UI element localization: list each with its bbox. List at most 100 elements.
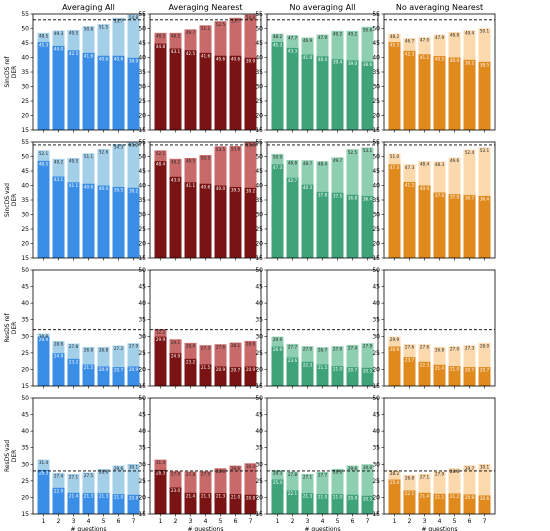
y-tick-label: 20 — [138, 241, 146, 248]
bar-bottom — [478, 61, 491, 130]
bar-top-label: 27.6 — [405, 345, 415, 350]
bar-bottom — [346, 60, 359, 130]
bar-bottom-label: 20.7 — [348, 368, 358, 373]
bar-bottom — [403, 490, 416, 514]
bar-top-label: 53.7 — [231, 18, 241, 23]
bar-top-label: 27.9 — [435, 472, 445, 477]
bar-top-label: 47.0 — [420, 38, 430, 43]
bar-bottom — [418, 185, 431, 258]
bar-bottom — [433, 56, 446, 130]
y-tick-label: 15 — [21, 255, 29, 262]
bar-bottom — [244, 57, 257, 130]
y-tick-label: 30 — [21, 212, 29, 219]
bar-bottom-label: 44.8 — [156, 44, 166, 49]
panel: 48.2 45.3 46.7 42.3 47.0 41.1 47.9 40.5 48.8 40.0… — [372, 11, 496, 134]
bar-top-label: 49.5 — [69, 158, 79, 163]
bar-top-label: 51.0 — [390, 154, 400, 159]
bar-top-label: 49.7 — [186, 30, 196, 35]
bar-bottom-label: 40.6 — [114, 56, 124, 61]
bar-bottom-label: 25.4 — [273, 480, 283, 485]
bar-bottom — [418, 54, 431, 131]
y-tick-label: 25 — [372, 226, 380, 233]
y-tick-label: 55 — [21, 11, 29, 18]
bar-bottom-label: 41.6 — [201, 53, 211, 58]
bar-bottom-label: 39.9 — [129, 58, 139, 63]
y-tick-label: 20 — [21, 241, 29, 248]
bar-top-label: 54.8 — [246, 15, 256, 20]
y-tick-label: 35 — [138, 317, 146, 324]
y-tick-label: 15 — [21, 383, 29, 390]
bar-top-label: 29.9 — [390, 337, 400, 342]
bar-bottom-label: 21.1 — [435, 494, 445, 499]
bar-bottom-label: 20.9 — [216, 367, 226, 372]
bar-bottom — [127, 494, 140, 514]
bar-bottom-label: 22.9 — [54, 488, 64, 493]
panel: 28.3 25.4 27.8 22.1 27.1 21.3 27.7 21.0 28.6 21.0… — [255, 395, 379, 531]
bar-bottom — [403, 357, 416, 386]
bar-top-label: 28.6 — [333, 469, 343, 474]
x-tick-label: 3 — [423, 518, 427, 525]
bar-bottom — [244, 366, 257, 386]
x-tick-label: 2 — [291, 518, 295, 525]
y-tick-label: 45 — [372, 412, 380, 419]
bar-bottom-label: 36.7 — [465, 196, 475, 201]
bar-top-label: 27.9 — [201, 472, 211, 477]
bar-top-label: 28.6 — [99, 469, 109, 474]
panel: 50.9 47.3 48.8 42.7 48.7 40.3 48.4 37.8 49.7 37.5… — [255, 139, 379, 262]
bar-bottom-label: 21.0 — [333, 367, 343, 372]
x-tick-label: 6 — [351, 518, 355, 525]
bar-bottom-label: 29.9 — [39, 337, 49, 342]
bar-top-label: 27.7 — [318, 472, 328, 477]
bar-bottom — [127, 187, 140, 258]
bar-bottom — [301, 493, 314, 514]
bar-top-label: 27.1 — [69, 474, 79, 479]
bar-top-label: 53.5 — [216, 147, 226, 152]
bar-bottom-label: 24.9 — [171, 354, 181, 359]
bar-top-label: 27.1 — [420, 474, 430, 479]
bar-top-label: 52.4 — [465, 150, 475, 155]
y-tick-label: 25 — [372, 478, 380, 485]
bar-bottom-label: 41.1 — [186, 183, 196, 188]
y-axis-label: SincDS vad — [4, 183, 11, 217]
bar-bottom — [331, 59, 344, 130]
y-tick-label: 25 — [138, 98, 146, 105]
bar-bottom-label: 40.6 — [231, 56, 241, 61]
bar-bottom-label: 21.4 — [435, 365, 445, 370]
bar-bottom-label: 42.7 — [288, 178, 298, 183]
bar-bottom-label: 48.5 — [39, 161, 49, 166]
bar-bottom — [286, 47, 299, 130]
y-tick-label: 40 — [138, 300, 146, 307]
x-axis-label: # questions — [422, 526, 458, 531]
bar-top-label: 49.4 — [465, 31, 475, 36]
y-tick-label: 40 — [372, 428, 380, 435]
bar-bottom-label: 39.4 — [333, 60, 343, 65]
bar-top-label: 48.5 — [156, 33, 166, 38]
x-axis-label: # questions — [71, 526, 107, 531]
panel: 31.4 28.3 27.4 22.9 27.1 21.4 27.5 21.3 28.6 21.3… — [21, 395, 145, 531]
y-tick-label: 20 — [138, 113, 146, 120]
bar-bottom-label: 28.3 — [156, 470, 166, 475]
bar-bottom — [184, 358, 197, 386]
bar-bottom-label: 21.4 — [69, 493, 79, 498]
bar-top-label: 48.7 — [303, 161, 313, 166]
y-tick-label: 20 — [372, 494, 380, 501]
bar-bottom — [184, 182, 197, 258]
bar-bottom — [346, 494, 359, 514]
bar-bottom-label: 37.6 — [435, 193, 445, 198]
bar-top-label: 51.5 — [99, 25, 109, 30]
y-tick-label: 55 — [255, 139, 263, 146]
y-tick-label: 50 — [372, 154, 380, 161]
y-tick-label: 15 — [138, 127, 146, 134]
bar-top-label: 53.7 — [114, 18, 124, 23]
panel: 51.0 47.3 47.3 41.2 48.4 40.0 48.3 37.6 49.6 37.0… — [372, 139, 496, 262]
y-tick-label: 50 — [21, 395, 29, 402]
bar-bottom — [361, 195, 374, 258]
bar-bottom-label: 39.2 — [129, 188, 139, 193]
bar-bottom-label: 40.6 — [216, 56, 226, 61]
bar-top-label: 52.1 — [39, 151, 49, 156]
bar-top-label: 27.0 — [303, 347, 313, 352]
bar-bottom — [433, 364, 446, 386]
bar-top-label: 53.6 — [231, 147, 241, 152]
bar-bottom — [97, 185, 110, 258]
bar-bottom — [127, 366, 140, 386]
